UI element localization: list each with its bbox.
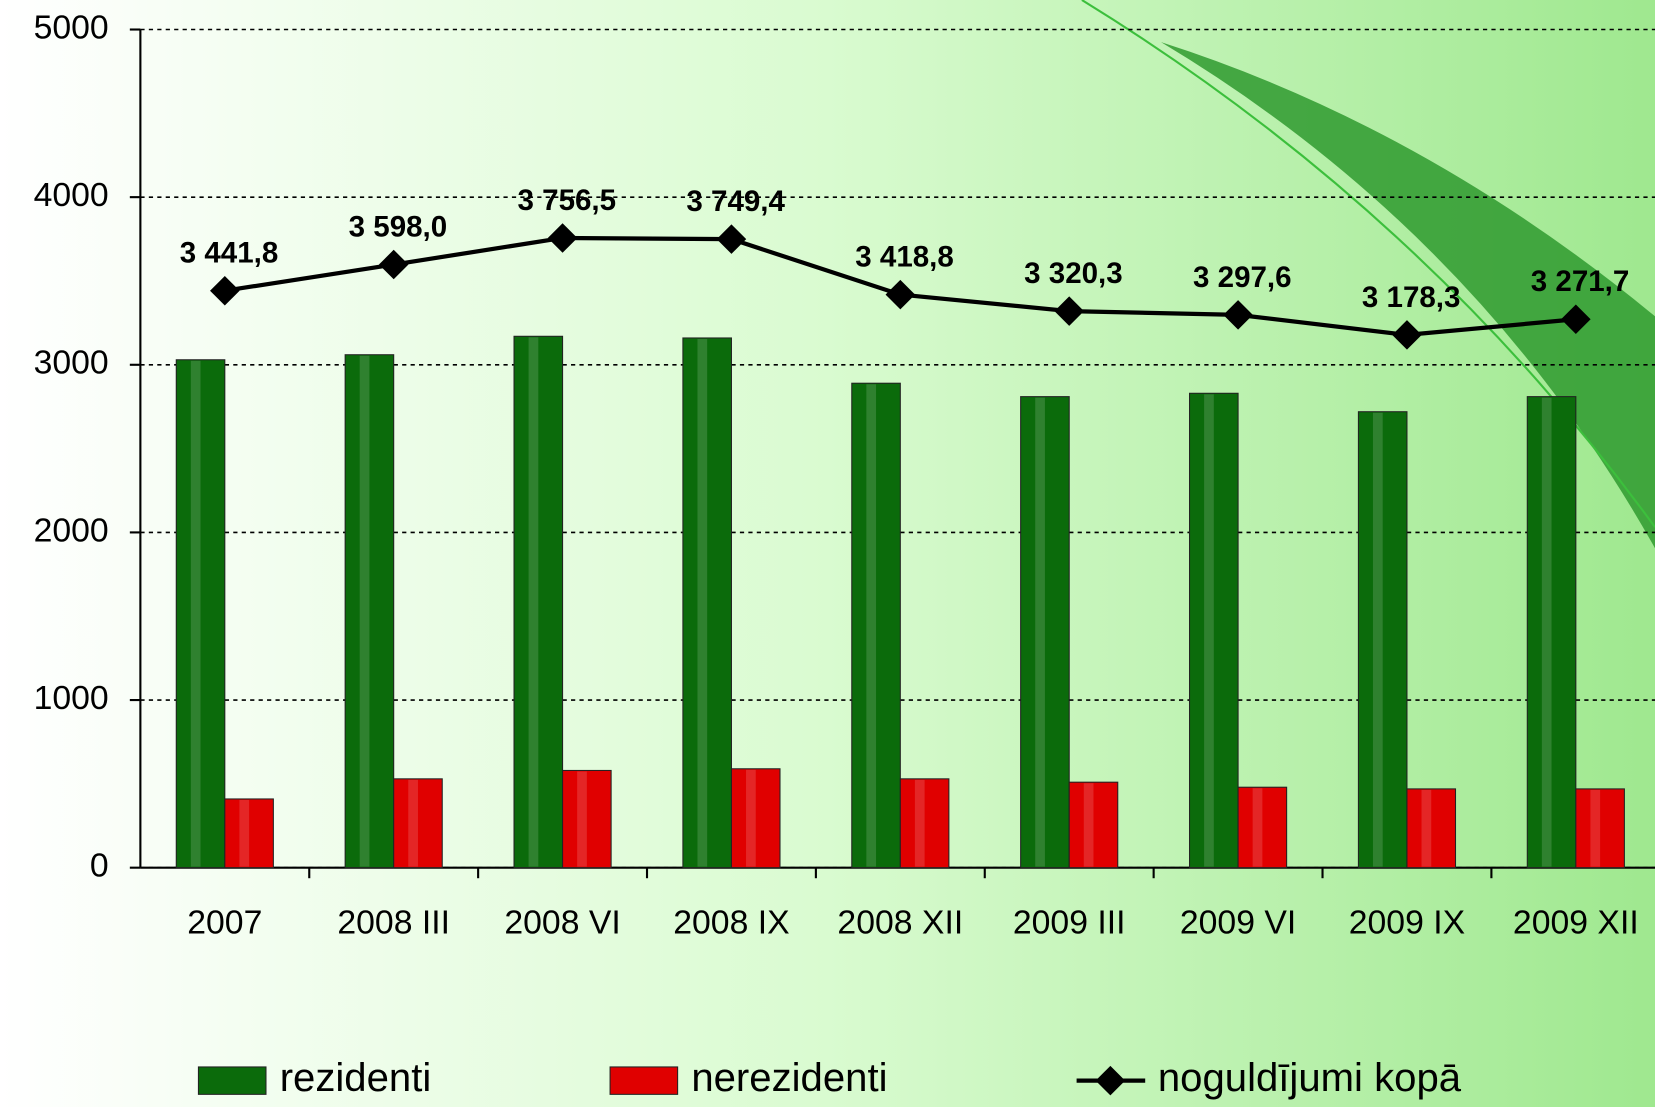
bar (899, 778, 950, 869)
x-tick-label: 2008 III (337, 904, 450, 942)
marker (547, 223, 578, 253)
legend-label: nerezidenti (691, 1056, 887, 1100)
legend-swatch (609, 1066, 679, 1095)
y-tick-label: 5000 (34, 8, 109, 46)
bar (730, 768, 781, 869)
bar (344, 354, 395, 869)
bar-highlight (528, 337, 539, 867)
x-tick-label: 2008 IX (673, 904, 789, 942)
data-label: 3 598,0 (349, 211, 448, 244)
bar (224, 798, 274, 869)
bar (393, 778, 443, 869)
bar-highlight (1372, 412, 1383, 867)
bar-highlight (359, 355, 370, 867)
y-tick-label: 3000 (34, 344, 109, 382)
bar (513, 335, 564, 869)
decor-swoosh (1161, 42, 1655, 549)
legend-label: noguldījumi kopā (1158, 1056, 1462, 1100)
bar-highlight (1541, 397, 1552, 867)
bar (851, 382, 901, 869)
bar-highlight (697, 339, 708, 867)
bar (1237, 786, 1288, 869)
x-tick-label: 2009 VI (1180, 904, 1296, 942)
bar (1068, 781, 1119, 869)
bar (562, 769, 612, 869)
bar (175, 359, 226, 869)
legend-marker (1095, 1065, 1126, 1096)
bar-highlight (577, 771, 587, 867)
bar (1575, 788, 1625, 869)
marker (378, 249, 409, 280)
data-label: 3 320,3 (1024, 257, 1123, 290)
x-tick-label: 2009 XII (1513, 904, 1639, 942)
y-tick-label: 4000 (34, 176, 109, 214)
bar (1357, 411, 1408, 869)
bar-highlight (866, 384, 877, 867)
legend-swatch (197, 1066, 267, 1095)
marker (716, 224, 747, 254)
bar-highlight (190, 360, 201, 867)
y-tick-label: 2000 (34, 511, 109, 549)
x-tick-label: 2009 III (1013, 904, 1126, 942)
data-label: 3 297,6 (1193, 261, 1292, 294)
bar-highlight (1421, 789, 1432, 867)
decor-line (1081, 0, 1655, 528)
marker (210, 275, 240, 306)
y-tick-label: 1000 (34, 679, 109, 717)
marker (885, 279, 916, 310)
bar-highlight (1204, 394, 1214, 867)
x-tick-label: 2008 XII (837, 904, 963, 942)
data-label: 3 178,3 (1362, 281, 1461, 314)
bar (1406, 788, 1457, 869)
bar-highlight (408, 779, 418, 867)
data-label: 3 756,5 (518, 184, 617, 217)
bar-highlight (1035, 397, 1045, 867)
bar-highlight (1590, 789, 1601, 867)
x-tick-label: 2009 IX (1349, 904, 1465, 942)
bar-highlight (746, 769, 756, 867)
bar-highlight (239, 800, 250, 867)
data-label: 3 271,7 (1531, 265, 1630, 298)
bar-highlight (1083, 783, 1094, 867)
bar-highlight (1252, 788, 1263, 867)
marker (1392, 320, 1422, 350)
marker (1561, 304, 1591, 334)
legend-label: rezidenti (280, 1056, 432, 1100)
bar (1189, 392, 1239, 869)
bar (682, 337, 732, 869)
y-tick-label: 0 (90, 847, 109, 885)
x-tick-label: 2007 (187, 904, 262, 942)
data-label: 3 418,8 (855, 241, 954, 274)
bar-highlight (914, 779, 925, 867)
bar (1020, 396, 1070, 869)
x-tick-label: 2008 VI (504, 904, 620, 942)
data-label: 3 441,8 (180, 237, 279, 270)
marker (1223, 300, 1253, 330)
bar (1526, 396, 1577, 869)
marker (1054, 296, 1084, 326)
data-label: 3 749,4 (686, 185, 785, 218)
